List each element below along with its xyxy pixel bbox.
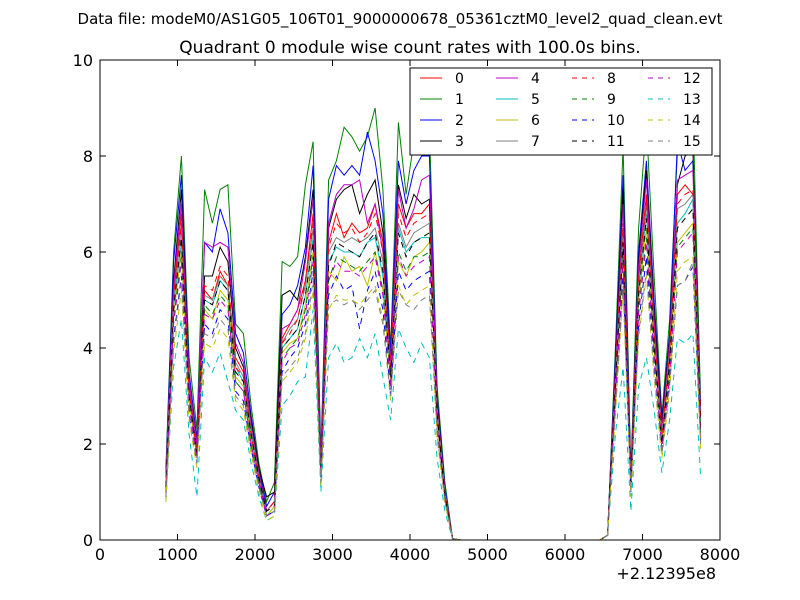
x-tick-label: 6000 [545,545,586,564]
y-tick-label: 6 [83,243,93,262]
legend-label: 11 [607,134,625,150]
legend-label: 13 [683,92,701,108]
legend-label: 14 [683,113,701,129]
legend-label: 10 [607,113,625,129]
legend-label: 12 [683,71,701,87]
y-tick-label: 2 [83,435,93,454]
y-tick-label: 10 [73,51,93,70]
y-tick-label: 4 [83,339,93,358]
legend-label: 5 [531,92,540,108]
series-line-11 [165,207,702,541]
x-tick-label: 5000 [467,545,508,564]
legend-label: 1 [455,92,464,108]
legend-label: 3 [455,134,464,150]
x-tick-label: 4000 [390,545,431,564]
x-tick-label: 3000 [312,545,353,564]
legend-label: 8 [607,71,616,87]
legend-label: 0 [455,71,464,87]
legend-label: 2 [455,113,464,129]
legend-label: 6 [531,113,540,129]
legend-label: 7 [531,134,540,150]
x-tick-label: 0 [95,545,105,564]
x-tick-label: 2000 [235,545,276,564]
x-tick-label: 1000 [157,545,198,564]
series-line-14 [165,255,702,541]
legend-label: 15 [683,134,701,150]
legend-label: 4 [531,71,540,87]
x-tick-label: 8000 [700,545,741,564]
legend-label: 9 [607,92,616,108]
plot-lines [165,107,702,541]
x-offset-label: +2.12395e8 [616,564,716,583]
x-tick-label: 7000 [622,545,663,564]
y-tick-label: 8 [83,147,93,166]
series-line-12 [165,231,702,541]
suptitle: Data file: modeM0/AS1G05_106T01_90000006… [78,10,723,29]
y-tick-label: 0 [83,531,93,550]
chart-title: Quadrant 0 module wise count rates with … [179,38,640,58]
series-line-15 [165,261,702,541]
series-line-13 [165,309,702,541]
